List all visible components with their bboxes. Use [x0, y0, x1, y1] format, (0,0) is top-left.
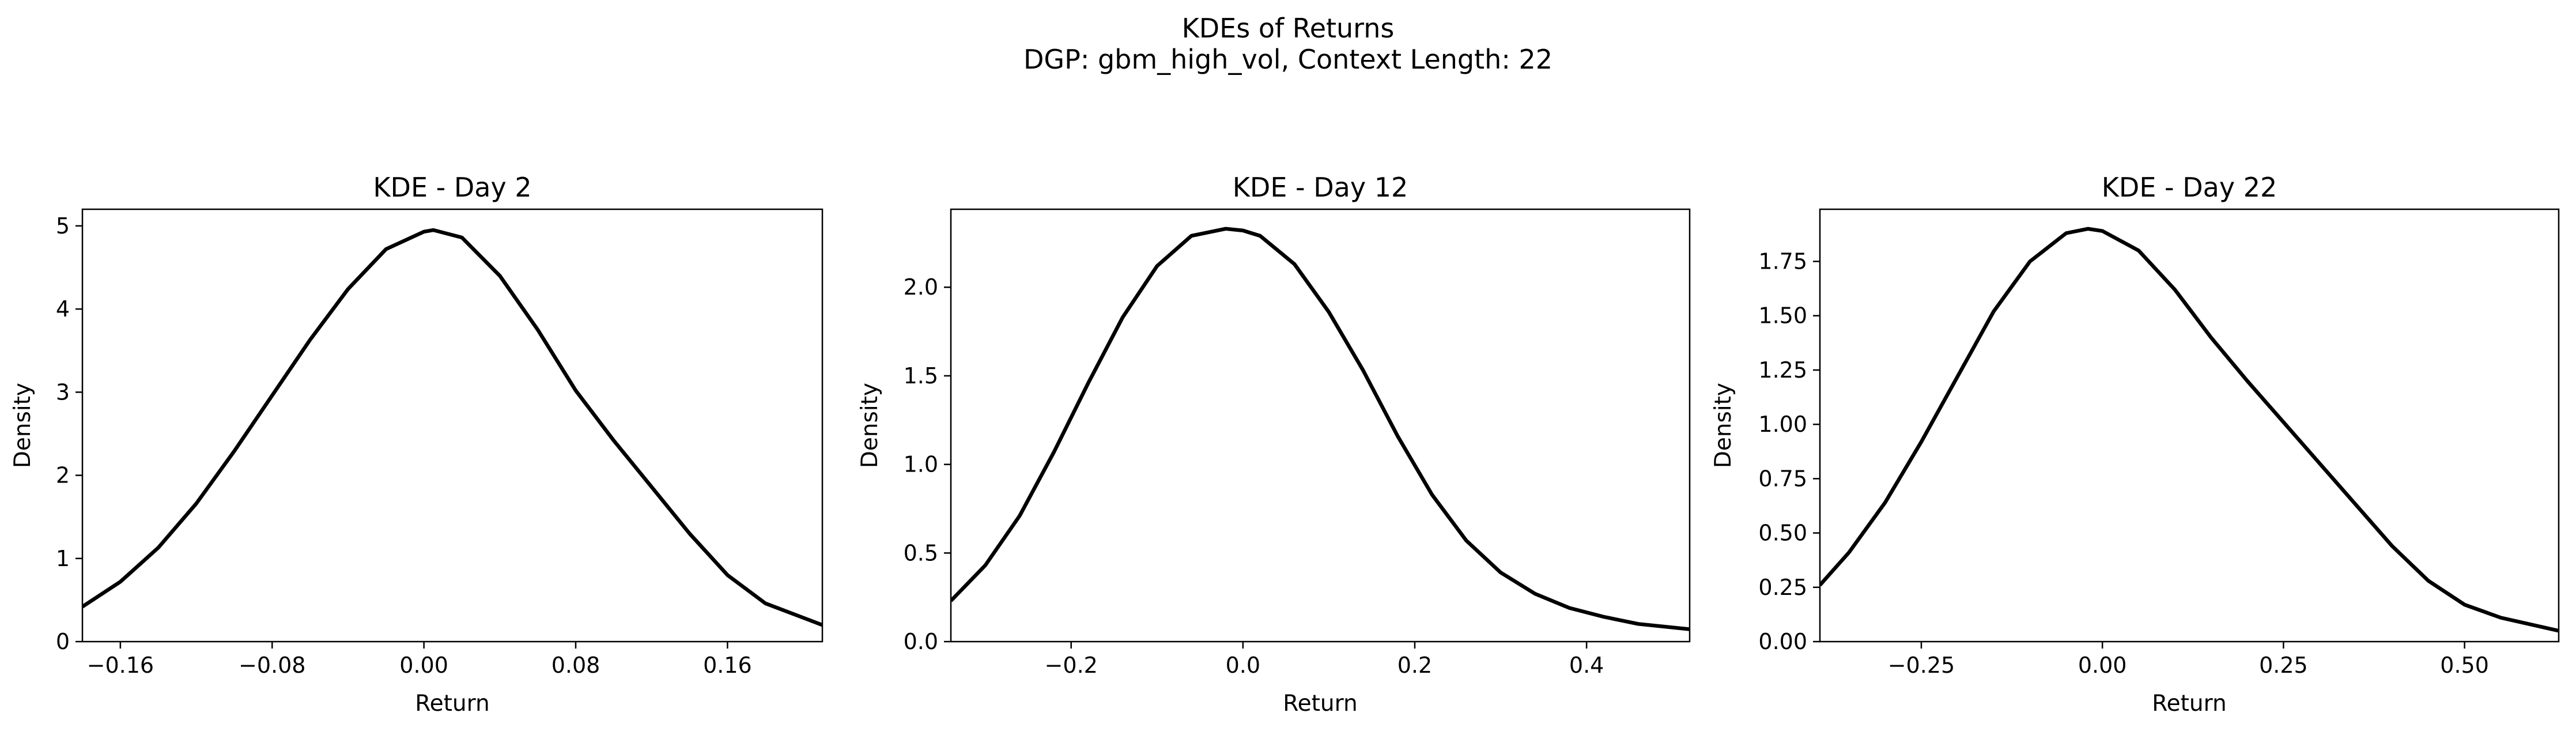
x-axis-label: Return	[1283, 691, 1357, 717]
x-tick-label: −0.16	[87, 653, 154, 678]
x-tick-label: 0.50	[2440, 653, 2489, 678]
y-axis-label: Density	[10, 383, 36, 468]
y-tick-label: 3	[56, 379, 70, 405]
y-tick-label: 0.5	[904, 540, 938, 566]
y-tick-label: 1.50	[1758, 303, 1807, 329]
y-tick-label: 0.0	[904, 629, 938, 654]
subplot-2: −0.2 0.0 0.2 0.4 0.0 0.5 1.0 1.5 2.0 KDE - Day 12…	[857, 172, 1691, 717]
y-tick-label: 1.25	[1758, 357, 1807, 383]
y-tick-label: 2	[56, 463, 70, 488]
subplot-3: −0.25 0.00 0.25 0.50 0.00 0.25 0.50 0.75 1.00 1.2…	[1710, 172, 2560, 717]
y-tick-label: 5	[56, 213, 70, 239]
y-tick-label: 0.25	[1758, 575, 1807, 600]
x-tick-label: 0.2	[1397, 653, 1432, 678]
x-axis-label: Return	[2152, 691, 2226, 717]
x-axis-label: Return	[415, 691, 489, 717]
subplot-1: −0.16 −0.08 0.00 0.08 0.16 0 1 2 3 4 5 KDE - Day 2 R…	[10, 172, 824, 717]
kde-line	[1820, 227, 2559, 633]
kde-line	[82, 228, 822, 627]
x-tick-label: −0.25	[1888, 653, 1955, 678]
y-axis-label: Density	[857, 383, 883, 468]
y-tick-label: 1.0	[904, 452, 938, 477]
x-tick-label: 0.0	[1226, 653, 1260, 678]
axes-frame	[1819, 208, 2560, 643]
y-tick-label: 4	[56, 296, 70, 322]
x-tick-label: −0.08	[239, 653, 305, 678]
y-tick-label: 0.00	[1758, 629, 1807, 654]
subplot-title: KDE - Day 2	[373, 172, 531, 203]
x-tick-label: 0.4	[1569, 653, 1604, 678]
x-tick-label: 0.00	[2078, 653, 2127, 678]
y-tick-label: 0.50	[1758, 521, 1807, 546]
y-axis-label: Density	[1710, 383, 1736, 468]
figure-subtitle: DGP: gbm_high_vol, Context Length: 22	[1023, 44, 1553, 75]
y-tick-label: 1.5	[904, 363, 938, 389]
figure-title: KDEs of Returns	[1181, 13, 1395, 44]
subplot-title: KDE - Day 22	[2102, 172, 2277, 203]
x-tick-label: 0.16	[703, 653, 752, 678]
kde-line	[951, 227, 1690, 631]
axes-frame	[950, 208, 1691, 643]
y-tick-label: 1.00	[1758, 412, 1807, 437]
y-tick-label: 0.75	[1758, 466, 1807, 491]
x-tick-label: 0.25	[2259, 653, 2308, 678]
axes-frame	[81, 208, 824, 643]
y-tick-label: 0	[56, 629, 70, 654]
x-tick-label: −0.2	[1045, 653, 1098, 678]
subplot-title: KDE - Day 12	[1233, 172, 1408, 203]
x-tick-label: 0.08	[552, 653, 600, 678]
y-tick-label: 1.75	[1758, 248, 1807, 274]
y-tick-label: 2.0	[904, 274, 938, 300]
y-tick-label: 1	[56, 546, 70, 571]
x-tick-label: 0.00	[399, 653, 448, 678]
